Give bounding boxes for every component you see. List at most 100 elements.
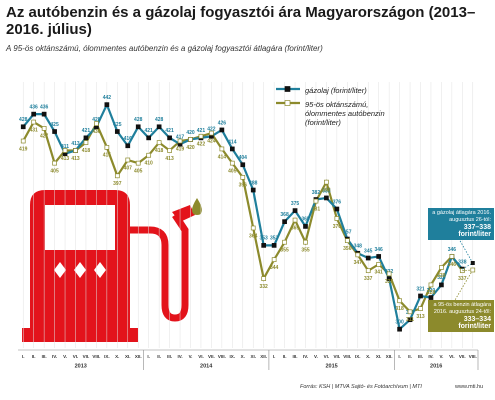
data-label: 355 xyxy=(280,248,289,254)
website: www.mti.hu xyxy=(455,384,484,390)
data-label: 337 xyxy=(364,276,373,282)
data-label: 337 xyxy=(458,276,467,282)
data-label: 369 xyxy=(291,225,300,231)
data-point xyxy=(167,148,172,153)
data-point xyxy=(428,282,434,288)
data-point xyxy=(313,198,319,204)
data-point xyxy=(240,175,246,180)
x-tick-label: VIII. xyxy=(218,354,226,359)
data-point xyxy=(334,216,340,221)
x-tick-label: VII. xyxy=(333,354,340,359)
data-point xyxy=(219,127,225,133)
data-point xyxy=(229,146,235,152)
data-label: 357 xyxy=(343,229,352,235)
data-label: 431 xyxy=(30,127,39,133)
data-label: 328 xyxy=(437,275,446,281)
data-point xyxy=(344,238,350,243)
data-label: 413 xyxy=(71,141,80,147)
data-point xyxy=(376,254,382,259)
data-point xyxy=(114,173,120,179)
x-tick-label: X. xyxy=(241,354,245,359)
data-label: 353 xyxy=(270,236,279,242)
x-tick-label: VIII. xyxy=(343,354,351,359)
x-tick-label: IX. xyxy=(104,354,110,359)
data-label: 321 xyxy=(416,286,425,292)
data-label: 356 xyxy=(343,246,352,252)
data-label: 428 xyxy=(155,117,164,123)
data-point xyxy=(198,133,204,139)
x-tick-label: I. xyxy=(22,354,25,359)
data-label: 318 xyxy=(395,306,404,312)
data-point xyxy=(41,111,47,117)
x-tick-label: V. xyxy=(439,354,443,359)
data-label: 393 xyxy=(322,187,331,193)
fuel-pump xyxy=(22,190,202,342)
data-point xyxy=(94,121,99,126)
x-tick-label: VII. xyxy=(208,354,215,359)
data-label: 311 xyxy=(406,317,414,323)
data-label: 417 xyxy=(176,135,185,141)
data-point xyxy=(303,224,308,229)
data-point xyxy=(156,124,162,130)
data-point xyxy=(52,160,57,166)
data-label: 348 xyxy=(354,244,363,250)
data-label: 413 xyxy=(165,156,174,162)
year-label: 2014 xyxy=(200,363,213,369)
data-label: 436 xyxy=(40,104,49,110)
data-label: 414 xyxy=(218,154,227,160)
data-point xyxy=(240,162,246,168)
data-point xyxy=(418,293,423,299)
data-label: 430 xyxy=(92,129,101,135)
data-label: 427 xyxy=(40,134,49,140)
x-tick-label: IV. xyxy=(303,354,308,359)
data-label: 328 xyxy=(427,290,436,296)
data-label: 332 xyxy=(260,284,269,290)
data-label: 428 xyxy=(134,117,143,123)
annotation: a 95-ös benzin átlagára 2016. augusztus … xyxy=(428,300,494,332)
data-label: 345 xyxy=(364,248,373,254)
data-label: 419 xyxy=(176,146,185,152)
x-tick-label: VI. xyxy=(324,354,330,359)
data-point xyxy=(271,257,277,262)
data-label: 422 xyxy=(207,127,216,133)
data-label: 381 xyxy=(312,206,321,212)
x-tick-label: VIII. xyxy=(92,354,100,359)
data-label: 404 xyxy=(239,155,248,161)
data-point xyxy=(292,217,298,223)
data-point xyxy=(355,252,361,258)
legend-marker xyxy=(284,86,291,92)
x-tick-label: I. xyxy=(398,354,401,359)
year-label: 2013 xyxy=(75,363,87,369)
data-point xyxy=(135,160,141,166)
x-tick-label: XI. xyxy=(376,354,382,359)
data-label: 320 xyxy=(427,288,436,294)
data-point xyxy=(31,119,37,125)
data-point xyxy=(334,206,340,212)
data-point xyxy=(188,137,193,142)
data-point xyxy=(177,138,183,144)
data-point xyxy=(292,208,298,213)
data-point xyxy=(397,326,402,332)
data-point xyxy=(324,195,329,201)
data-point xyxy=(52,129,57,134)
data-point xyxy=(229,160,235,166)
data-point xyxy=(146,152,152,158)
data-label: 388 xyxy=(249,180,258,186)
data-point xyxy=(83,140,89,145)
x-tick-label: XII. xyxy=(386,354,393,359)
data-label: 382 xyxy=(312,190,321,196)
x-tick-label: XI. xyxy=(125,354,131,359)
data-point xyxy=(407,317,413,323)
data-point xyxy=(114,129,120,134)
data-label: 422 xyxy=(197,142,206,148)
annotation-value: 333–334 forint/liter xyxy=(458,316,491,330)
data-point xyxy=(271,243,277,248)
legend-label: gázolaj (forint/liter) xyxy=(305,86,367,95)
data-point xyxy=(428,295,434,300)
x-tick-label: II. xyxy=(32,354,36,359)
x-tick-label: VI. xyxy=(198,354,204,359)
data-label: 420 xyxy=(186,130,195,136)
data-point xyxy=(104,144,110,150)
data-point xyxy=(83,135,89,141)
